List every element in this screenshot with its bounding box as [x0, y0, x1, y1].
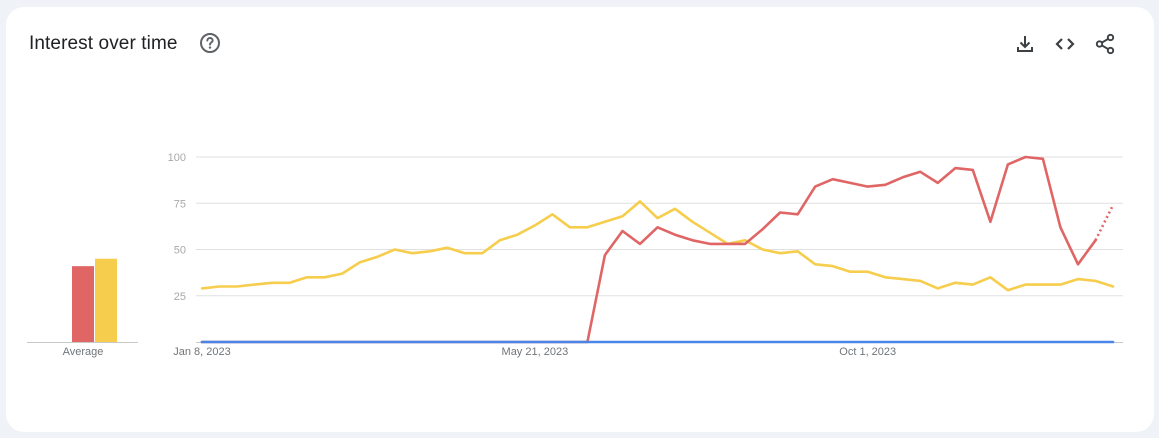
share-icon[interactable] — [1093, 32, 1117, 56]
average-bar — [95, 258, 117, 342]
x-tick-label: Oct 1, 2023 — [839, 346, 896, 358]
interest-over-time-card — [6, 7, 1154, 432]
chart-series — [200, 155, 1115, 344]
series-line — [200, 200, 1115, 292]
y-tick-label: 100 — [168, 152, 186, 164]
x-tick-label: Jan 8, 2023 — [173, 346, 231, 358]
average-label: Average — [63, 346, 104, 358]
y-tick-label: 50 — [174, 245, 186, 257]
series-partial-segment — [1094, 204, 1115, 241]
help-circle-icon[interactable] — [199, 32, 221, 54]
chart-grid: 25 50 75 100 — [168, 152, 1123, 343]
y-tick-label: 25 — [174, 291, 186, 303]
y-tick-label: 75 — [174, 198, 186, 210]
average-bar — [72, 266, 94, 342]
code-embed-icon[interactable] — [1053, 32, 1077, 56]
download-icon[interactable] — [1013, 32, 1037, 56]
card-title: Interest over time — [29, 33, 178, 54]
average-bars: Average — [27, 258, 138, 358]
x-axis-labels: Jan 8, 2023 May 21, 2023 Oct 1, 2023 — [173, 346, 896, 358]
x-tick-label: May 21, 2023 — [502, 346, 569, 358]
